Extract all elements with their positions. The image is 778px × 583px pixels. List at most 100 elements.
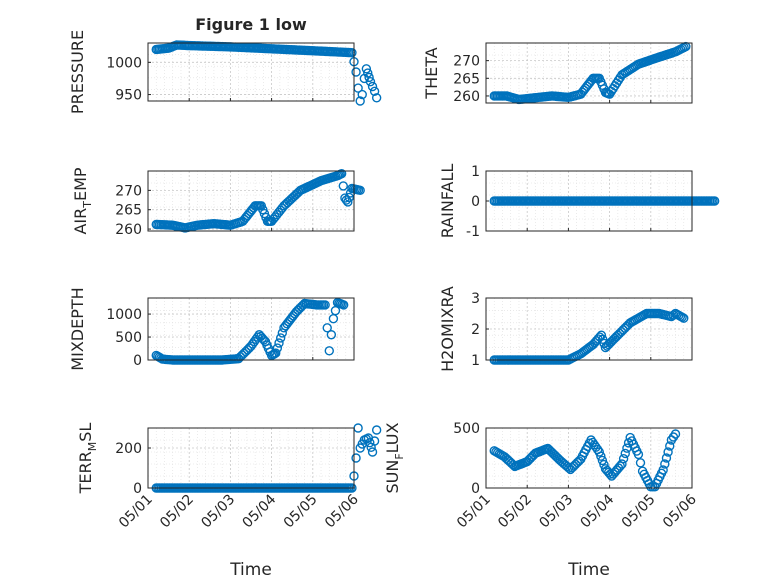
data-point	[355, 185, 365, 196]
data-point	[336, 169, 347, 179]
x-tick-label: 05/02	[157, 492, 197, 532]
x-tick-label: 05/01	[454, 492, 494, 532]
data-point	[259, 335, 269, 345]
data-point	[271, 348, 281, 358]
axes-border	[147, 297, 355, 361]
data-point	[369, 436, 380, 446]
data-point	[369, 86, 380, 97]
data-point	[364, 72, 374, 83]
y-tick-label: 260	[115, 222, 142, 238]
data-point	[367, 81, 378, 92]
x-tick-label: 05/06	[322, 491, 362, 531]
y-axis-label: SUNFLUX	[383, 422, 406, 493]
data-point	[371, 93, 382, 103]
y-tick-label: 0	[133, 481, 142, 497]
data-point	[661, 453, 672, 463]
x-tick-label: 05/02	[495, 492, 535, 532]
panel-rainfall: -1 0 1 RAINFALL	[438, 164, 720, 240]
data-point	[326, 330, 337, 340]
y-tick-label: 0	[471, 481, 480, 497]
data-point	[597, 455, 608, 466]
data-point	[635, 458, 646, 468]
y-tick-label: 3	[471, 291, 480, 307]
axes-border	[485, 170, 693, 232]
panel-sun-flux: 05/01 05/02 05/03 05/04 05/05 05/06 0 500 SUNFL…	[383, 421, 700, 580]
data-point	[351, 453, 361, 463]
data-point	[668, 310, 679, 320]
y-axis-label: TERRMSL	[76, 423, 99, 495]
y-tick-label: 265	[115, 203, 142, 219]
y-tick-label: 2	[471, 322, 480, 338]
data-point	[357, 89, 367, 100]
panel-mixdepth: 0 500 1000 MIXDEPTH	[68, 287, 355, 371]
x-tick-label: 05/01	[116, 492, 156, 532]
data-point	[343, 197, 353, 207]
x-tick-label: 05/04	[578, 491, 618, 531]
x-tick-label: 05/05	[281, 492, 321, 532]
data-point	[679, 313, 689, 323]
y-axis-label: RAINFALL	[438, 164, 457, 239]
y-tick-label: -1	[466, 224, 480, 240]
data-point	[365, 76, 376, 87]
axes-border	[147, 42, 355, 102]
axes-border	[485, 297, 693, 361]
data-point	[365, 437, 375, 448]
data-point	[320, 300, 330, 310]
axes-border	[147, 170, 355, 232]
data-point	[596, 451, 606, 461]
data-point	[341, 195, 352, 205]
data-point	[658, 465, 668, 475]
x-tick-label: 05/03	[536, 492, 576, 532]
y-tick-label: 270	[115, 183, 142, 199]
data-point	[367, 447, 378, 457]
y-axis-label: H2OMIXRA	[438, 286, 457, 372]
data-point	[610, 333, 620, 343]
data-point	[363, 68, 373, 78]
data-point	[663, 447, 673, 457]
data-point	[665, 441, 675, 451]
x-axis-label: Time	[229, 560, 272, 580]
data-point	[371, 425, 382, 435]
data-point	[351, 67, 361, 77]
y-axis-label: MIXDEPTH	[68, 287, 87, 370]
data-point	[709, 196, 720, 206]
data-point	[633, 449, 644, 460]
y-tick-label: 950	[115, 88, 142, 104]
y-tick-label: 265	[453, 71, 480, 87]
data-point	[586, 340, 597, 351]
y-tick-label: 500	[115, 330, 142, 346]
y-tick-label: 1	[471, 353, 480, 369]
y-axis-label: THETA	[422, 47, 441, 99]
x-tick-label: 05/05	[619, 492, 659, 532]
data-point	[594, 447, 604, 457]
data-point	[355, 96, 365, 106]
data-point	[361, 64, 372, 74]
y-tick-label: 0	[133, 353, 142, 369]
data-point	[338, 181, 348, 191]
data-point	[353, 423, 363, 433]
panel-air-temp: 260 265 270 AIRTEMP	[71, 167, 365, 238]
y-tick-label: 1000	[106, 307, 142, 323]
data-point	[617, 459, 627, 469]
x-axis-label: Time	[567, 560, 610, 580]
axes-frame	[147, 427, 355, 489]
data-point	[347, 47, 357, 58]
data-point	[324, 346, 334, 356]
data-point	[660, 459, 670, 469]
data-point	[618, 454, 629, 464]
subscript-t: T	[81, 201, 94, 209]
data-point	[605, 469, 615, 479]
panel-h2omixra: 1 2 3 H2OMIXRA	[438, 286, 693, 372]
panel-pressure: 950 1000 Figure 1 low PRESSURE	[68, 15, 382, 114]
y-axis-label: AIRTEMP	[71, 167, 94, 234]
data-point	[596, 330, 607, 340]
data-point	[344, 192, 354, 203]
y-tick-label: 1000	[106, 55, 142, 71]
panel-terr-msl: 05/01 05/02 05/03 05/04 05/05 05/06 0 200 TERRM…	[76, 423, 382, 580]
x-tick-label: 05/06	[660, 491, 700, 531]
y-tick-label: 500	[453, 421, 480, 437]
y-tick-label: 1	[471, 164, 480, 180]
data-point	[322, 323, 332, 333]
